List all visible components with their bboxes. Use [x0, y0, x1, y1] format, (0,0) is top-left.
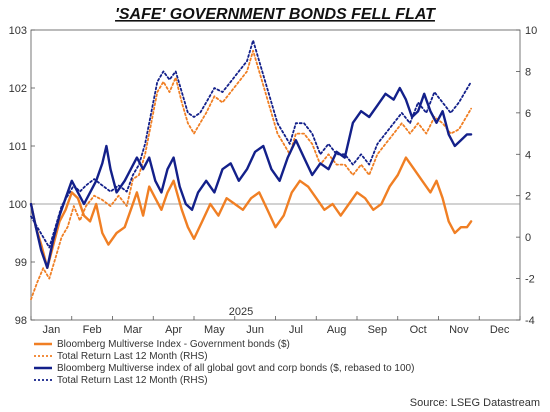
x-tick-label: Aug	[327, 324, 347, 336]
x-tick-label: Oct	[410, 324, 427, 336]
x-tick-label: Feb	[83, 324, 102, 336]
x-tick-label: Jul	[289, 324, 303, 336]
x-axis: Jan Feb Mar Apr May Jun Jul Aug Sep Oct Nov Dec	[30, 316, 521, 336]
left-axis: 98 99 100 101 102 103	[9, 25, 35, 327]
year-label: 2025	[229, 306, 253, 318]
legend-label: Bloomberg Multiverse index of all global…	[57, 363, 414, 374]
left-tick-label: 98	[15, 315, 27, 327]
right-tick-label: 6	[525, 108, 531, 120]
source-note: Source: LSEG Datastream	[410, 397, 540, 409]
legend: Bloomberg Multiverse Index - Government …	[34, 339, 414, 386]
x-tick-label: Dec	[490, 324, 510, 336]
chart-title: 'SAFE' GOVERNMENT BONDS FELL FLAT	[115, 6, 436, 23]
legend-label: Total Return Last 12 Month (RHS)	[57, 351, 208, 362]
right-tick-label: 10	[525, 25, 537, 37]
left-tick-label: 100	[9, 199, 27, 211]
series-line-4	[30, 39, 472, 249]
x-tick-label: Nov	[449, 324, 469, 336]
right-tick-label: -2	[525, 274, 535, 286]
series-layer	[29, 39, 473, 301]
series-line-3	[29, 86, 473, 269]
left-tick-label: 103	[9, 25, 27, 37]
right-tick-label: 4	[525, 149, 531, 161]
x-tick-label: Mar	[123, 324, 142, 336]
right-tick-label: 8	[525, 66, 531, 78]
x-tick-label: Jan	[43, 324, 61, 336]
x-tick-label: Sep	[368, 324, 388, 336]
x-tick-label: Apr	[165, 324, 182, 336]
series-line-1	[29, 156, 473, 269]
x-tick-label: Jun	[246, 324, 264, 336]
right-tick-label: 2	[525, 191, 531, 203]
left-tick-label: 102	[9, 83, 27, 95]
left-tick-label: 99	[15, 257, 27, 269]
x-tick-label: May	[204, 324, 225, 336]
right-tick-label: -4	[525, 315, 535, 327]
right-tick-label: 0	[525, 232, 531, 244]
legend-label: Total Return Last 12 Month (RHS)	[57, 375, 208, 386]
right-axis: -4 -2 0 2 4 6 8 10	[516, 25, 537, 327]
series-line-2	[30, 49, 472, 301]
left-tick-label: 101	[9, 141, 27, 153]
legend-label: Bloomberg Multiverse Index - Government …	[57, 339, 290, 350]
